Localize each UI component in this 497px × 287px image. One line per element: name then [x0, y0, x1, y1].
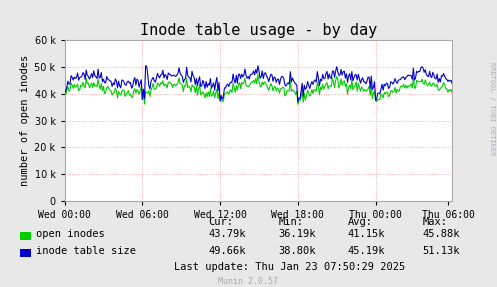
Title: Inode table usage - by day: Inode table usage - by day [140, 23, 377, 38]
Text: Min:: Min: [278, 217, 303, 227]
Text: 45.88k: 45.88k [422, 229, 460, 239]
Text: Munin 2.0.57: Munin 2.0.57 [219, 277, 278, 286]
Text: 36.19k: 36.19k [278, 229, 316, 239]
Text: Max:: Max: [422, 217, 447, 227]
Text: 43.79k: 43.79k [209, 229, 246, 239]
Text: Last update: Thu Jan 23 07:50:29 2025: Last update: Thu Jan 23 07:50:29 2025 [174, 262, 405, 272]
Text: Avg:: Avg: [348, 217, 373, 227]
Text: Cur:: Cur: [209, 217, 234, 227]
Text: 49.66k: 49.66k [209, 246, 246, 256]
Text: inode table size: inode table size [36, 246, 136, 256]
Text: 38.80k: 38.80k [278, 246, 316, 256]
Text: open inodes: open inodes [36, 229, 105, 239]
Text: 51.13k: 51.13k [422, 246, 460, 256]
Text: 41.15k: 41.15k [348, 229, 385, 239]
Y-axis label: number of open inodes: number of open inodes [20, 55, 30, 186]
Text: 45.19k: 45.19k [348, 246, 385, 256]
Text: RRDTOOL / TOBI OETIKER: RRDTOOL / TOBI OETIKER [489, 62, 495, 156]
